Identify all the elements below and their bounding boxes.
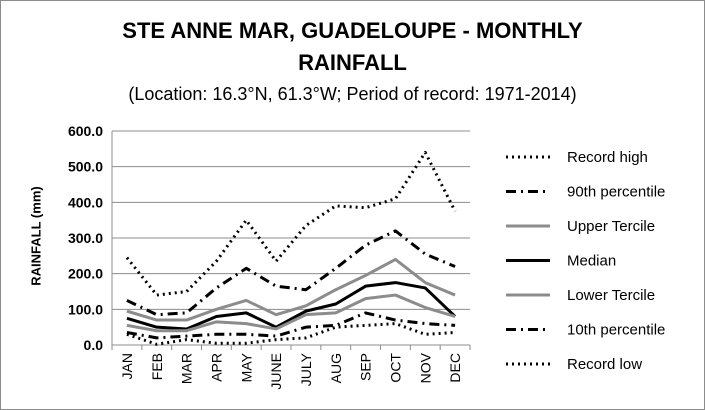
chart-title-line2: RAINFALL [298,50,407,75]
x-tick-label: OCT [387,353,403,383]
legend: Record high 90th percentile Upper Tercile M… [506,149,665,373]
legend-label-3: Median [567,253,616,270]
y-tick-label: 400.0 [68,194,103,210]
x-tick-label: JULY [298,352,314,386]
y-tick-label: 100.0 [68,301,103,317]
x-tick-label: SEP [358,353,374,381]
series-line-4 [126,293,456,333]
series-line-1 [126,229,456,317]
chart-title-line1: STE ANNE MAR, GUADELOUPE - MONTHLY [122,18,583,43]
legend-label-0: Record high [567,149,648,166]
y-tick-label: 300.0 [68,230,103,246]
chart-subtitle: (Location: 16.3°N, 61.3°W; Period of rec… [128,84,577,104]
series-line-0 [125,150,457,297]
x-tick-label: APR [208,353,224,382]
series-line-5 [126,311,456,340]
legend-label-4: Lower Tercile [567,287,655,304]
axes: 0.0 100.0 200.0 300.0 400.0 500.0 600.0 JAN FEB M… [68,123,471,390]
legend-label-2: Upper Tercile [567,218,655,235]
x-tick-label: JUNE [268,353,284,390]
gridlines [112,130,470,310]
y-tick-label: 200.0 [68,266,103,282]
y-tick-label: 500.0 [68,159,103,175]
series-line-3 [126,281,457,331]
x-tick-label: MAY [238,352,254,382]
legend-label-1: 90th percentile [567,184,665,201]
x-tick-label: NOV [417,352,433,383]
legend-label-5: 10th percentile [567,322,665,339]
series-line-6 [126,322,456,346]
x-tick-label: JAN [119,353,135,379]
y-tick-label: 600.0 [68,123,103,139]
y-tick-label: 0.0 [84,337,104,353]
series-line-2 [126,257,456,322]
x-tick-label: DEC [447,353,463,383]
x-tick-label: AUG [328,353,344,383]
x-tick-label: FEB [149,353,165,380]
x-tick-label: MAR [179,353,195,384]
legend-label-6: Record low [567,356,642,373]
series-lines [125,150,457,346]
